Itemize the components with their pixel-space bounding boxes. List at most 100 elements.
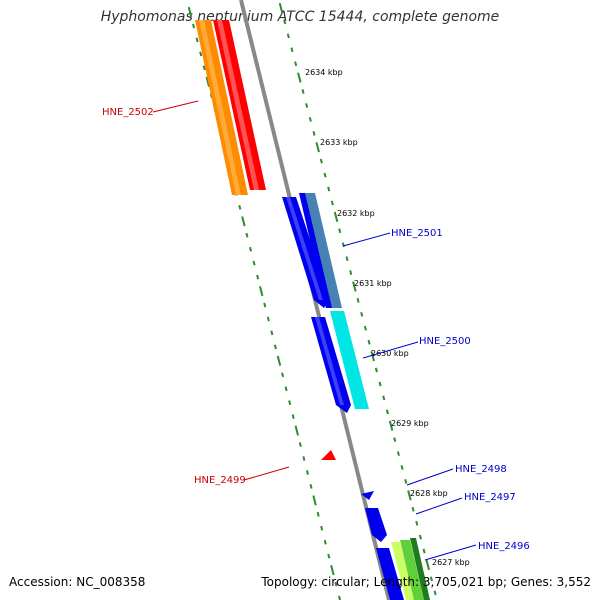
tick-mark (302, 456, 306, 461)
tick-mark (248, 246, 253, 252)
tick-mark (337, 595, 342, 600)
leader-hne-2497 (415, 497, 463, 515)
tick-mark (320, 525, 324, 531)
gene-label-hne-2501[interactable]: HNE_2501 (391, 228, 443, 239)
tick-mark (284, 386, 288, 392)
tick-mark (333, 211, 339, 222)
tick-mark (382, 395, 386, 401)
tick-label-2634: 2634 kbp (305, 68, 343, 77)
gene-label-hne-2498[interactable]: HNE_2498 (455, 464, 507, 475)
tick-mark (263, 302, 267, 308)
tick-mark (281, 372, 285, 378)
tick-mark (370, 351, 375, 362)
tick-mark (338, 228, 342, 234)
gene-hne-2501-highlight (286, 197, 323, 300)
tick-mark (400, 465, 404, 470)
gene-hne-2501-blue-strip (299, 193, 332, 308)
tick-mark (349, 270, 353, 275)
tick-mark (195, 37, 199, 43)
tick-mark (312, 495, 317, 506)
gene-hne-2497[interactable] (365, 508, 387, 542)
tick-label-2627: 2627 kbp (432, 558, 470, 567)
tick-mark (258, 285, 264, 297)
tick-mark (319, 158, 323, 164)
tick-mark (316, 511, 320, 517)
tick-mark (429, 576, 433, 582)
tick-mark (418, 534, 422, 540)
leader-hne-2498 (406, 468, 454, 486)
tick-mark (360, 311, 364, 317)
tick-mark (374, 367, 378, 373)
tick-mark (367, 339, 371, 345)
gene-label-hne-2499[interactable]: HNE_2499 (194, 475, 246, 486)
tick-mark (294, 425, 299, 436)
leader-hne-2500 (362, 341, 419, 359)
outer-tick-marks (278, 2, 437, 596)
tick-label-2629: 2629 kbp (391, 419, 429, 428)
tick-mark (256, 274, 260, 280)
tick-mark (199, 51, 203, 57)
gene-hne-2500-cyan (330, 311, 369, 409)
tick-mark (297, 72, 302, 83)
tick-mark (345, 256, 349, 262)
gene-label-hne-2500[interactable]: HNE_2500 (419, 336, 471, 347)
tick-mark (305, 103, 309, 108)
tick-mark (327, 553, 331, 559)
tick-mark (411, 506, 415, 512)
tick-mark (205, 76, 211, 87)
tick-mark (422, 548, 426, 554)
tick-mark (330, 200, 334, 206)
tick-mark (309, 484, 313, 489)
genome-summary-text: Topology: circular; Length: 3,705,021 bp… (261, 575, 591, 589)
gene-hne-2496[interactable] (376, 548, 404, 600)
leader-hne-2496 (424, 544, 477, 561)
gene-hne-2496-green-light (391, 542, 415, 600)
gene-hne-2500-highlight (315, 317, 344, 405)
tick-mark (291, 414, 295, 420)
tick-label-2632: 2632 kbp (337, 209, 375, 218)
tick-mark (187, 6, 193, 18)
tick-mark (276, 355, 282, 366)
tick-mark (290, 47, 294, 53)
tick-mark (363, 325, 367, 331)
tick-mark (245, 232, 249, 238)
tick-mark (388, 420, 394, 431)
tick-mark (315, 142, 320, 153)
tick-mark (334, 581, 338, 587)
tick-mark (327, 186, 331, 192)
tick-label-2631: 2631 kbp (354, 279, 392, 288)
gene-track-orange-highlight (199, 20, 241, 195)
tick-mark (356, 298, 360, 303)
leader-hne-2499 (243, 466, 290, 481)
gene-label-hne-2502[interactable]: HNE_2502 (102, 107, 154, 118)
tick-mark (308, 117, 312, 122)
tick-mark (238, 204, 242, 210)
leader-hne-2501 (342, 232, 391, 247)
tick-mark (301, 89, 305, 94)
accession-text: Accession: NC_008358 (9, 575, 146, 589)
tick-mark (312, 130, 316, 136)
tick-label-2628: 2628 kbp (410, 489, 448, 498)
tick-mark (278, 2, 284, 14)
gene-label-hne-2497[interactable]: HNE_2497 (464, 492, 516, 503)
tick-mark (385, 409, 389, 415)
tick-mark (286, 33, 290, 39)
tick-mark (323, 172, 327, 178)
gene-label-hne-2496[interactable]: HNE_2496 (478, 541, 530, 552)
tick-mark (252, 260, 256, 266)
tick-mark (404, 479, 408, 484)
tick-mark (294, 61, 298, 67)
gene-hne-2496-green-dark (410, 538, 430, 600)
gene-hne-2498[interactable] (361, 491, 374, 500)
tick-mark (425, 559, 431, 571)
tick-mark (305, 470, 309, 475)
gene-hne-2502-highlight (217, 20, 259, 190)
tick-mark (283, 19, 287, 25)
gene-hne-2499[interactable] (321, 450, 336, 460)
tick-label-2633: 2633 kbp (320, 138, 358, 147)
tick-mark (433, 590, 437, 596)
gene-hne-2496-green-mid (400, 540, 424, 600)
tick-mark (330, 565, 335, 576)
tick-mark (202, 65, 206, 71)
